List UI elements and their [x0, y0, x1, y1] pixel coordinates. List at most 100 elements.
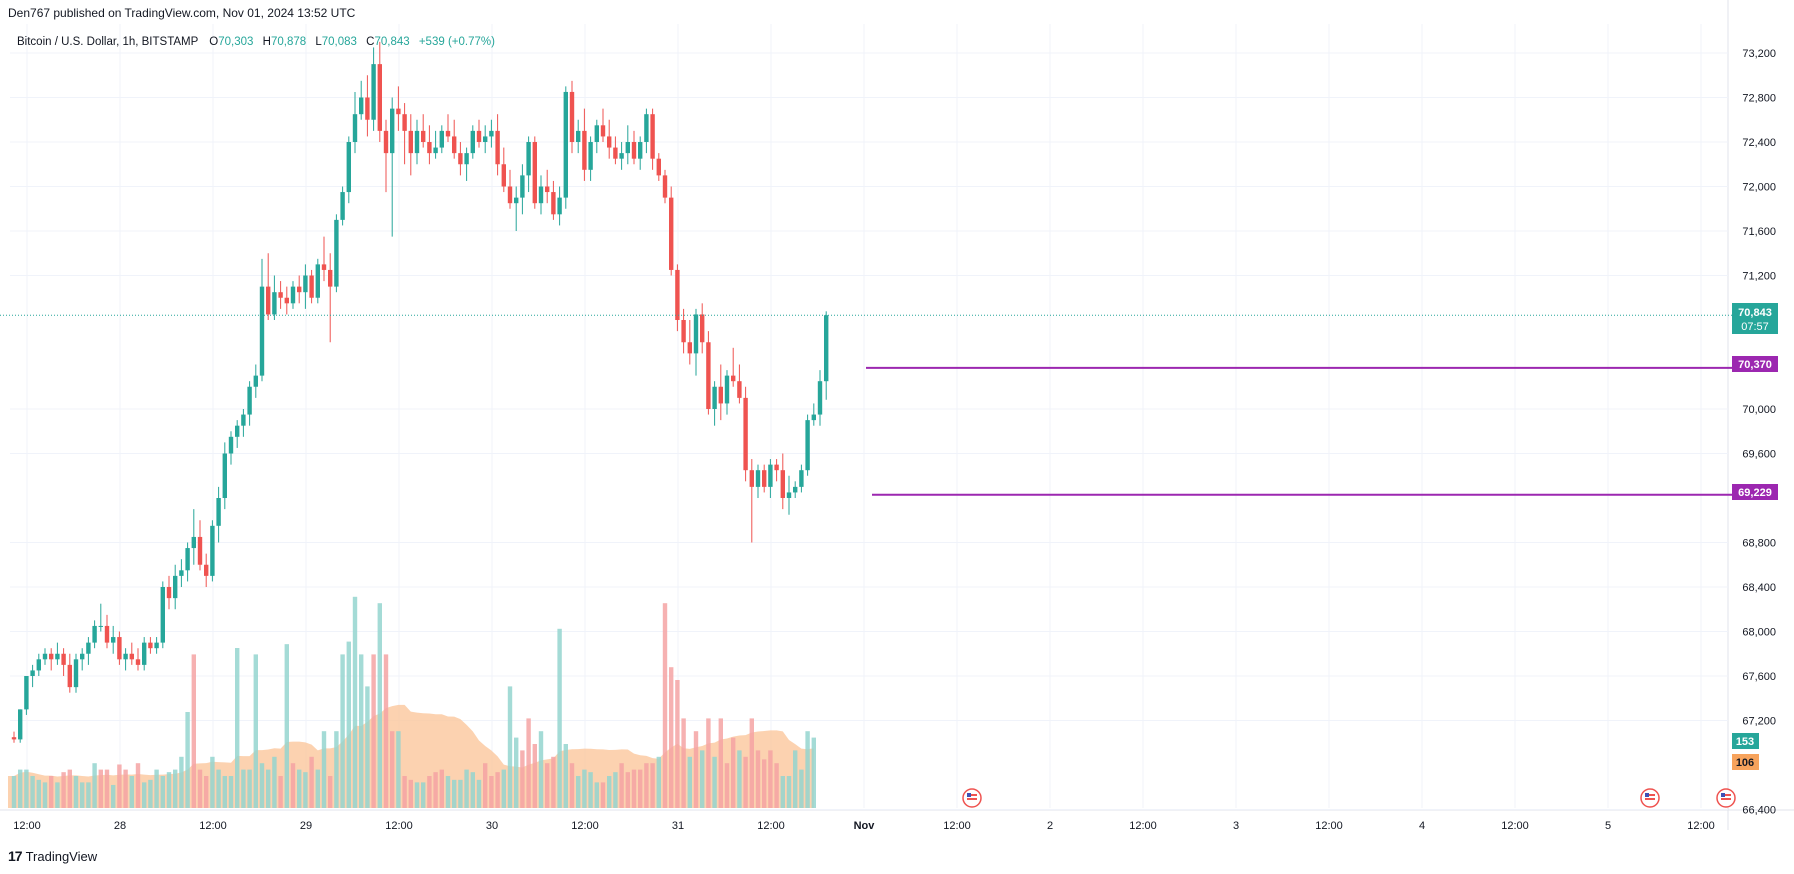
- candle-body: [278, 292, 283, 298]
- flag-canton: [967, 793, 971, 797]
- volume-bar: [631, 769, 637, 808]
- candle-body: [619, 153, 624, 159]
- time-tick-label: Nov: [854, 820, 876, 832]
- volume-bar: [489, 776, 494, 808]
- price-tick-label: 72,000: [1742, 182, 1776, 194]
- volume-bar: [743, 756, 748, 808]
- volume-bar: [681, 718, 686, 808]
- candle-body: [365, 97, 370, 120]
- volume-bar: [67, 769, 72, 808]
- volume-bar: [520, 750, 525, 808]
- candle-body: [588, 142, 593, 170]
- volume-bar: [749, 718, 754, 808]
- candle-body: [173, 575, 178, 599]
- volume-bar: [148, 779, 153, 808]
- candle-body: [811, 414, 816, 421]
- candle-body: [390, 108, 395, 154]
- volume-bar: [303, 772, 308, 808]
- volume-bar: [445, 776, 451, 808]
- volume-bar: [309, 756, 314, 808]
- volume-bar: [501, 769, 506, 808]
- volume-bar: [365, 686, 370, 808]
- volume-bar: [706, 718, 711, 808]
- volume-bar: [724, 763, 730, 808]
- volume-bars: [11, 596, 816, 808]
- candle-body: [439, 130, 444, 148]
- candle-body: [799, 470, 804, 487]
- candle-body: [817, 381, 823, 415]
- price-tick-label: 69,600: [1742, 449, 1776, 461]
- volume-bar: [160, 776, 165, 808]
- volume-bar: [402, 776, 407, 808]
- flag-canton: [1721, 793, 1725, 797]
- flag-stripe: [1645, 798, 1655, 800]
- candle-body: [166, 587, 172, 599]
- volume-bar: [18, 769, 23, 808]
- candle-body: [421, 130, 426, 142]
- candle-body: [259, 286, 265, 376]
- volume-bar: [557, 628, 562, 808]
- volume-bar: [154, 769, 159, 808]
- candle-body: [700, 314, 705, 343]
- last-price-label: 70,843 07:57: [1732, 303, 1778, 334]
- candle-body: [433, 147, 438, 154]
- candle-body: [693, 314, 699, 354]
- legend-open-label: O: [209, 36, 218, 48]
- candle-body: [414, 130, 420, 154]
- candle-body: [520, 175, 525, 198]
- candle-body: [185, 548, 190, 571]
- candle-body: [123, 653, 128, 660]
- candle-body: [334, 219, 339, 287]
- volume-bar: [538, 731, 544, 808]
- volume-bar: [111, 784, 116, 808]
- candle-body: [724, 375, 730, 404]
- volume-bar: [42, 782, 48, 808]
- time-axis: 12:00 28 12:00 29 12:00 30 12:00 31 12:00 Nov 12:0…: [13, 820, 1715, 832]
- legend-close-label: C: [366, 36, 374, 48]
- volume-bar: [576, 776, 581, 808]
- price-tick-label: 67,600: [1742, 671, 1776, 683]
- candle-body: [476, 130, 482, 142]
- flag-stripe: [1645, 794, 1655, 796]
- candle-body: [563, 91, 568, 198]
- volume-bar: [36, 779, 41, 808]
- candle-body: [80, 653, 85, 660]
- volume-label: 153: [1732, 733, 1759, 749]
- price-axis: 73,200 72,800 72,400 72,000 71,600 71,200 70,0…: [1742, 48, 1776, 817]
- candle-body: [204, 564, 209, 576]
- volume-bar: [216, 769, 221, 808]
- candle-body: [712, 386, 717, 409]
- time-tick-label: 5: [1605, 820, 1611, 832]
- time-tick-label: 12:00: [1315, 820, 1343, 832]
- time-tick-label: 2: [1047, 820, 1053, 832]
- candle-body: [762, 470, 767, 487]
- volume-bar: [644, 763, 649, 808]
- volume-bar: [638, 769, 643, 808]
- candle-body: [470, 130, 475, 154]
- tradingview-brand[interactable]: 17 TradingView: [8, 848, 97, 864]
- price-tick-label: 71,600: [1742, 226, 1776, 238]
- volume-bar: [30, 776, 35, 808]
- candle-body: [24, 676, 29, 710]
- candle-body: [210, 525, 215, 576]
- volume-bar: [625, 772, 630, 808]
- volume-bar: [266, 769, 271, 808]
- volume-bar: [278, 776, 283, 808]
- volume-bar: [718, 718, 723, 808]
- price-tick-label: 68,800: [1742, 538, 1776, 550]
- volume-bar: [700, 750, 705, 808]
- volume-bar: [222, 776, 227, 808]
- candle-body: [98, 625, 103, 627]
- volume-bar: [340, 654, 345, 808]
- candle-body: [352, 114, 358, 142]
- volume-bar: [768, 750, 773, 808]
- candle-body: [780, 470, 785, 498]
- candle-body: [495, 130, 500, 165]
- volume-bar: [179, 756, 184, 808]
- volume-bar: [495, 772, 500, 808]
- legend-low: 70,083: [322, 36, 357, 48]
- price-tick-label: 68,000: [1742, 627, 1776, 639]
- volume-bar: [551, 756, 556, 808]
- volume-bar: [805, 731, 810, 808]
